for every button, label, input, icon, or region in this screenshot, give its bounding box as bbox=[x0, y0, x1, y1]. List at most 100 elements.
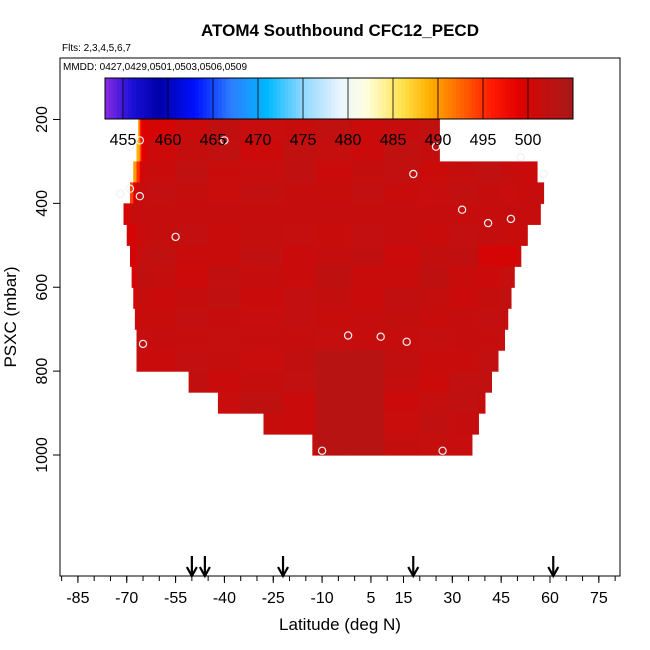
x-tick-label: -70 bbox=[115, 590, 138, 607]
colorbar-segment bbox=[428, 78, 434, 119]
colorbar-segment bbox=[261, 78, 266, 119]
heatmap-cell bbox=[419, 203, 450, 225]
sample-point bbox=[138, 339, 148, 349]
colorbar-segment bbox=[155, 78, 161, 119]
colorbar-segment bbox=[385, 78, 391, 119]
heatmap-cell bbox=[139, 161, 142, 183]
colorbar-segment bbox=[214, 78, 219, 119]
heatmap-cell bbox=[315, 182, 352, 204]
colorbar-segment bbox=[506, 78, 512, 119]
colorbar-segment bbox=[159, 78, 164, 119]
heatmap-cell bbox=[449, 161, 479, 183]
heatmap-cell bbox=[208, 224, 242, 246]
colorbar-tick-label: 455 bbox=[110, 132, 137, 149]
heatmap-cell bbox=[419, 245, 450, 267]
heatmap-cell bbox=[315, 266, 352, 288]
y-tick-label: 1000 bbox=[34, 437, 51, 473]
x-tick-label: -55 bbox=[164, 590, 187, 607]
heatmap-cell bbox=[517, 161, 532, 183]
heatmap-cell bbox=[146, 350, 177, 372]
colorbar-segment bbox=[475, 78, 480, 119]
colorbar-segment bbox=[502, 78, 508, 119]
heatmap-cell bbox=[530, 203, 541, 225]
heatmap-cell bbox=[240, 224, 284, 246]
colorbar-segment bbox=[424, 78, 430, 119]
heatmap-cell bbox=[139, 329, 142, 351]
colorbar-tick-label: 495 bbox=[470, 132, 497, 149]
heatmap-cell bbox=[501, 287, 512, 309]
colorbar-segment bbox=[272, 78, 278, 119]
sample-point bbox=[317, 446, 327, 455]
sample-point bbox=[409, 169, 418, 179]
heatmap-cell bbox=[208, 119, 242, 142]
heatmap-cell bbox=[383, 287, 421, 309]
heatmap-cell bbox=[315, 224, 352, 246]
flight-arrow-head bbox=[277, 566, 289, 579]
colorbar-segment bbox=[339, 78, 344, 119]
colorbar-segment bbox=[557, 78, 562, 119]
heatmap-cell bbox=[139, 308, 142, 330]
heatmap-cell bbox=[141, 203, 147, 225]
heatmap-cell bbox=[383, 161, 421, 183]
colorbar-tick-label: 500 bbox=[515, 132, 542, 149]
colorbar-segment bbox=[498, 78, 504, 119]
heatmap-cell bbox=[240, 182, 284, 204]
colorbar: 455 460 465 470 475 480 485 490 495 500 bbox=[104, 77, 574, 149]
heatmap-cell bbox=[315, 203, 352, 225]
colorbar-segment bbox=[495, 78, 500, 119]
heatmap-cell bbox=[419, 224, 450, 246]
heatmap-cell bbox=[315, 434, 352, 456]
colorbar-segment bbox=[335, 78, 340, 119]
colorbar-segment bbox=[545, 78, 551, 119]
colorbar-segment bbox=[417, 78, 422, 119]
colorbar-segment bbox=[541, 78, 547, 119]
y-axis-label: PSXC (mbar) bbox=[1, 266, 20, 367]
colorbar-segment bbox=[241, 78, 246, 119]
heatmap-cell bbox=[188, 371, 209, 393]
heatmap-cell bbox=[449, 350, 479, 372]
heatmap-cell bbox=[449, 266, 479, 288]
flight-arrow-head bbox=[185, 566, 198, 579]
heatmap-cell bbox=[240, 329, 284, 351]
heatmap-cell bbox=[449, 413, 479, 435]
heatmap-cell bbox=[208, 203, 242, 225]
heatmap-cell bbox=[383, 434, 421, 456]
colorbar-segment bbox=[108, 78, 114, 119]
colorbar-segment bbox=[362, 78, 367, 119]
colorbar-segment bbox=[276, 78, 281, 119]
heatmap-cell bbox=[139, 266, 142, 288]
heatmap-cell bbox=[141, 119, 147, 142]
heatmap-cell bbox=[133, 266, 138, 288]
flight-arrow-head bbox=[198, 566, 211, 579]
heatmap-cell bbox=[146, 161, 177, 183]
heatmap-cell bbox=[133, 161, 138, 183]
colorbar-segment bbox=[175, 78, 180, 119]
colorbar-segment bbox=[370, 78, 375, 119]
heatmap-cell bbox=[383, 329, 421, 351]
heatmap-cell bbox=[130, 224, 134, 246]
sample-point bbox=[135, 136, 144, 145]
colorbar-segment bbox=[327, 78, 332, 119]
y-tick-label: 600 bbox=[34, 274, 51, 301]
heatmap-cell bbox=[501, 329, 506, 351]
heatmap-cell bbox=[419, 266, 450, 288]
heatmap-cell bbox=[133, 203, 138, 225]
heatmap-cell bbox=[146, 203, 177, 225]
heatmap-cell bbox=[175, 245, 209, 267]
colorbar-segment bbox=[311, 78, 317, 119]
heatmap-cell bbox=[217, 392, 242, 414]
colorbar-segment bbox=[257, 78, 262, 119]
y-tick-label: 200 bbox=[34, 106, 51, 133]
heatmap-cell bbox=[283, 161, 317, 183]
colorbar-segment bbox=[452, 78, 457, 119]
colorbar-segment bbox=[237, 78, 242, 119]
colorbar-tick-label: 480 bbox=[335, 132, 362, 149]
colorbar-segment bbox=[222, 78, 227, 119]
heatmap-cell bbox=[208, 287, 242, 309]
heatmap-cell bbox=[208, 140, 242, 163]
colorbar-segment bbox=[397, 78, 402, 119]
heatmap-cell bbox=[141, 350, 147, 372]
heatmap-cell bbox=[146, 182, 177, 204]
colorbar-segment bbox=[140, 78, 145, 119]
sample-point bbox=[220, 136, 229, 145]
